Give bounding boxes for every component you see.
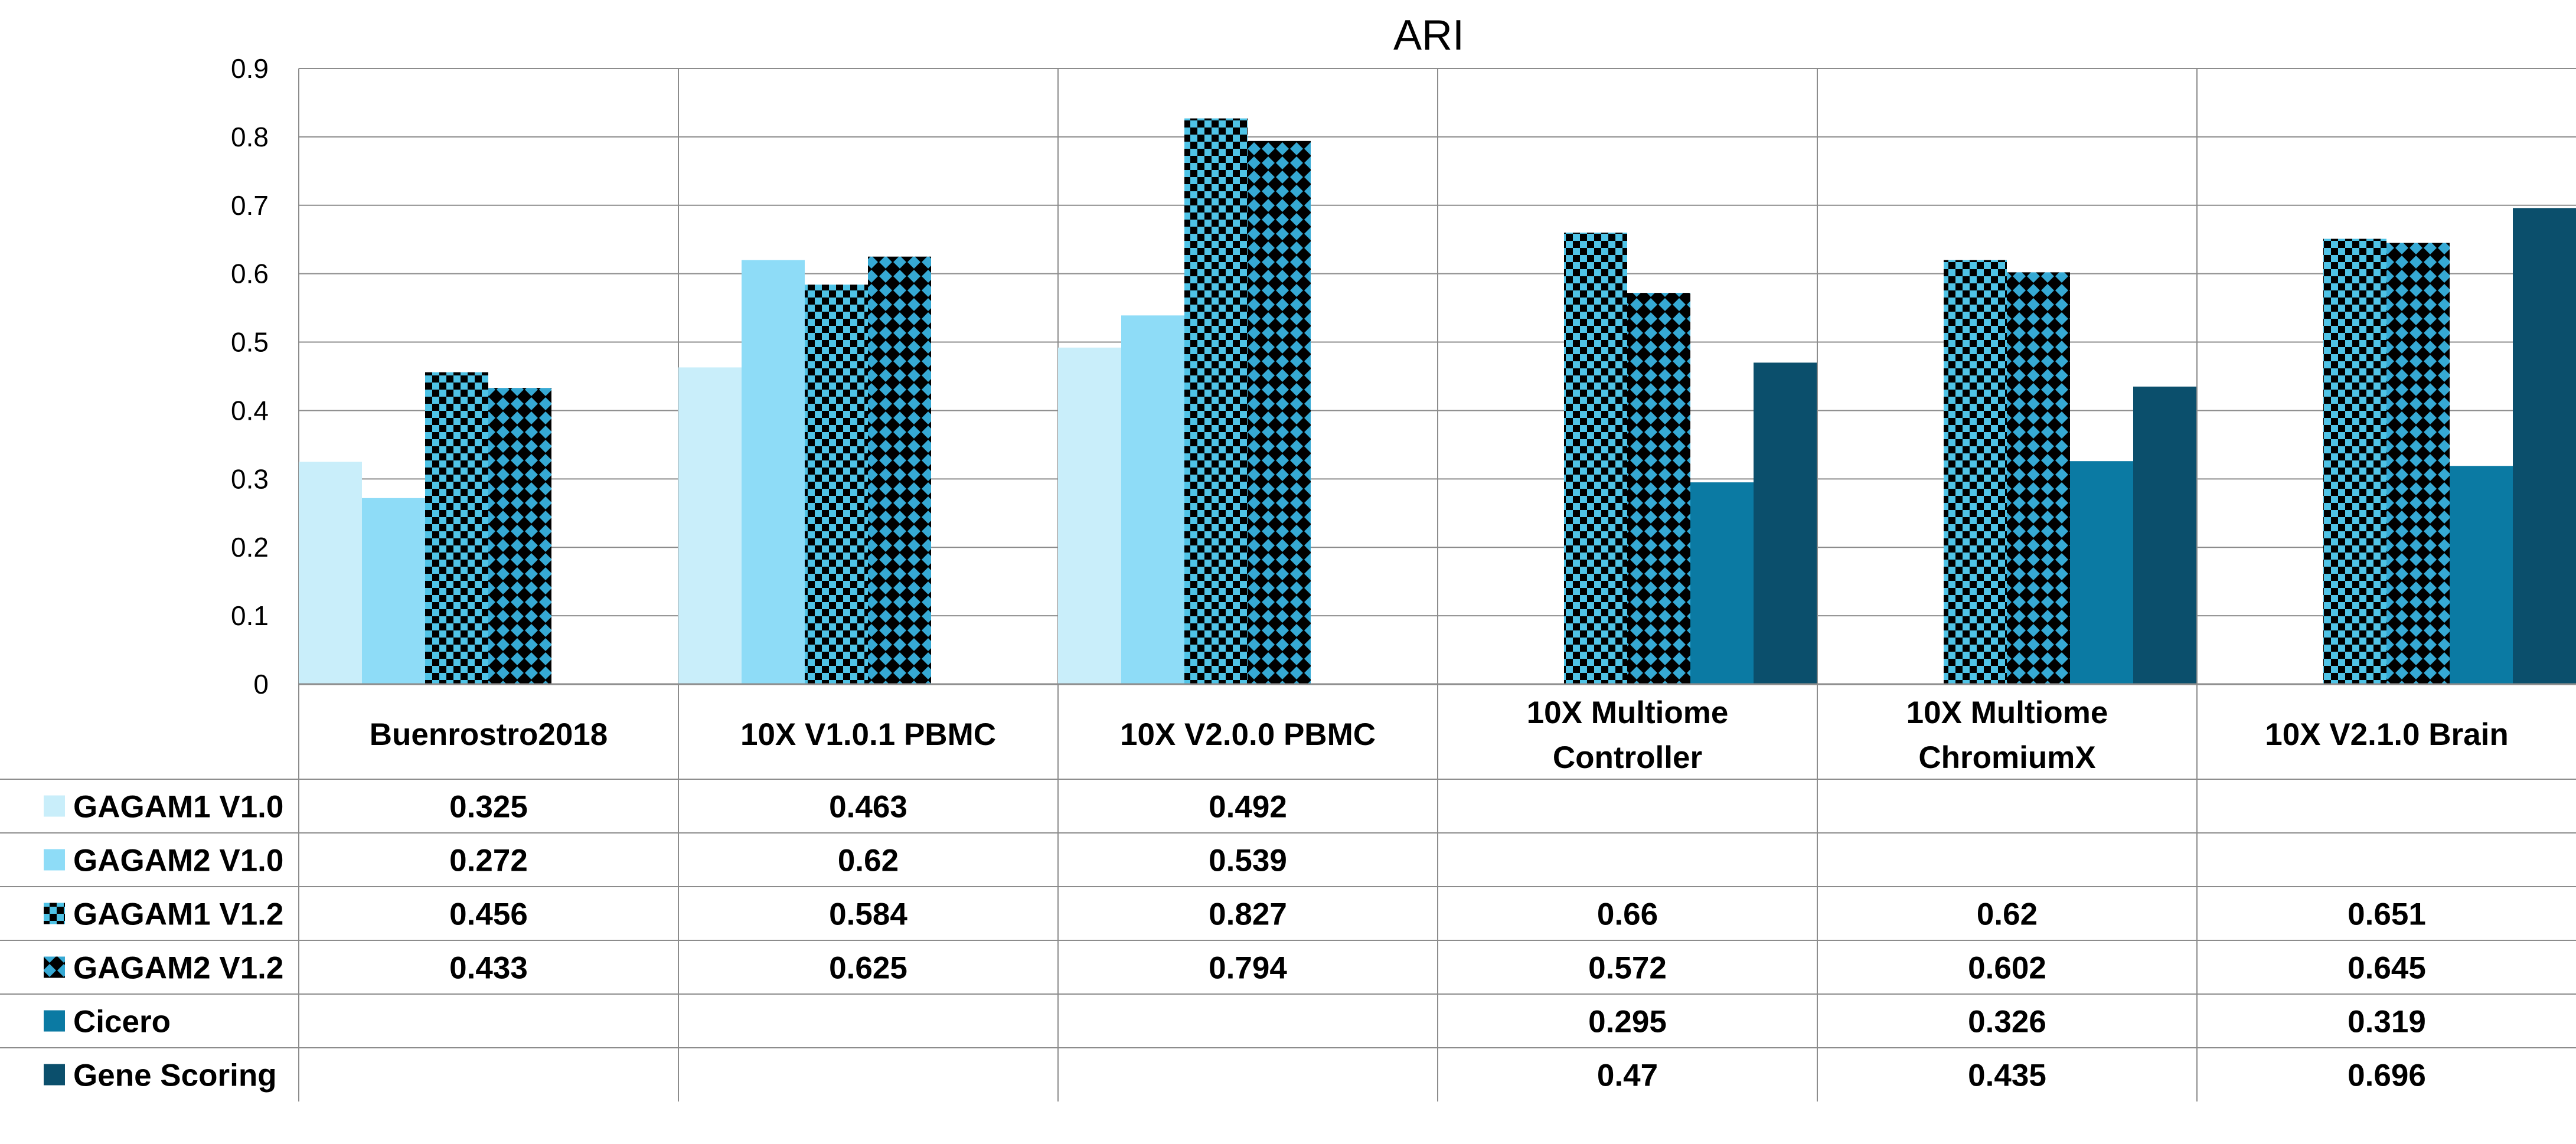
y-tick-label: 0.5 [231, 327, 269, 358]
y-tick-label: 0.8 [231, 122, 269, 152]
table-cell-value: 0.325 [449, 790, 528, 825]
table-cell-value: 0.62 [838, 844, 899, 878]
bar-gagam2-v1-0 [362, 498, 425, 684]
legend-key [44, 1010, 65, 1032]
table-cell-value: 0.435 [1968, 1058, 2046, 1093]
table-cell-value: 0.326 [1968, 1005, 2046, 1040]
bar-gagam2-v1-2 [1627, 293, 1690, 684]
bar-gene-scoring [2133, 386, 2196, 684]
bar-gagam2-v1-0 [742, 260, 805, 684]
bar-gagam2-v1-0 [1121, 315, 1184, 684]
legend-key [44, 956, 65, 978]
table-cell-value: 0.645 [2348, 951, 2426, 986]
bar-gagam1-v1-2 [1944, 260, 2007, 684]
table-cell-value: 0.696 [2348, 1058, 2426, 1093]
table-cell-value: 0.794 [1209, 951, 1287, 986]
legend-label: Gene Scoring [73, 1058, 277, 1093]
bar-gene-scoring [2513, 208, 2576, 684]
bar-gagam1-v1-0 [1058, 347, 1121, 684]
table-cell-value: 0.66 [1597, 897, 1658, 932]
bar-gagam2-v1-2 [868, 256, 931, 684]
category-label: 10X V2.0.0 PBMC [1120, 717, 1376, 752]
legend-label: GAGAM2 V1.0 [73, 844, 283, 878]
category-label: Buenrostro2018 [370, 717, 608, 752]
bar-gagam1-v1-2 [425, 372, 488, 684]
table-cell-value: 0.463 [829, 790, 907, 825]
y-tick-label: 0.7 [231, 190, 269, 221]
table-cell-value: 0.272 [449, 844, 528, 878]
bars [299, 118, 2576, 685]
bar-gagam1-v1-2 [805, 285, 868, 685]
bar-gagam1-v1-2 [1184, 118, 1248, 685]
chart-title: ARI [1393, 12, 1464, 59]
table-cell-value: 0.295 [1588, 1005, 1667, 1040]
y-tick-label: 0.6 [231, 259, 269, 289]
gridlines [298, 68, 2576, 1101]
legend-label: GAGAM1 V1.2 [73, 897, 283, 932]
y-tick-label: 0.3 [231, 463, 269, 494]
table-cell-value: 0.47 [1597, 1058, 1658, 1093]
y-tick-label: 0.1 [231, 600, 269, 631]
y-tick-label: 0.2 [231, 532, 269, 563]
table-cell-value: 0.62 [1977, 897, 2038, 932]
table-cell-value: 0.319 [2348, 1005, 2426, 1040]
y-tick-label: 0.4 [231, 395, 269, 426]
table-cell-value: 0.602 [1968, 951, 2046, 986]
table-cell-value: 0.584 [829, 897, 907, 932]
category-label: 10X Multiome [1527, 695, 1729, 730]
category-label: 10X V2.1.0 Brain [2265, 717, 2508, 752]
bar-gagam1-v1-0 [678, 367, 742, 684]
legend-label: GAGAM2 V1.2 [73, 951, 283, 986]
bar-gagam1-v1-2 [1564, 233, 1627, 685]
bar-cicero [2450, 466, 2513, 684]
legend-key [44, 1064, 65, 1086]
table-cell-value: 0.492 [1209, 790, 1287, 825]
bar-gagam2-v1-2 [1248, 140, 1311, 684]
y-tick-label: 0 [253, 669, 269, 700]
table-cell-value: 0.651 [2348, 897, 2426, 932]
legend-label: Cicero [73, 1005, 171, 1040]
table-cell-value: 0.433 [449, 951, 528, 986]
legend-key [44, 795, 65, 817]
table-cell-value: 0.625 [829, 951, 907, 986]
table-cell-value: 0.456 [449, 897, 528, 932]
bar-gagam1-v1-2 [2323, 238, 2386, 684]
bar-gagam2-v1-2 [488, 388, 551, 684]
bar-cicero [1690, 482, 1754, 684]
legend-key [44, 903, 65, 924]
bar-gagam2-v1-2 [2386, 243, 2450, 684]
y-tick-label: 0.9 [231, 53, 269, 84]
legend-label: GAGAM1 V1.0 [73, 790, 283, 825]
legend-key [44, 849, 65, 871]
category-label: 10X V1.0.1 PBMC [740, 717, 996, 752]
table-cell-value: 0.827 [1209, 897, 1287, 932]
category-label: ChromiumX [1918, 740, 2095, 775]
bar-gagam1-v1-0 [299, 462, 362, 684]
table-cell-value: 0.539 [1209, 844, 1287, 878]
category-label: 10X Multiome [1906, 695, 2108, 730]
axis: 0 0.1 0.2 0.3 0.4 0.5 0.6 0.7 0.8 0.9 [231, 53, 2576, 700]
bar-gene-scoring [1754, 362, 1817, 684]
bar-gagam2-v1-2 [2007, 272, 2070, 684]
data-table: Buenrostro2018 10X V1.0.1 PBMC 10X V2.0.0 … [0, 695, 2576, 1093]
bar-cicero [2070, 461, 2133, 684]
category-label: Controller [1553, 740, 1702, 775]
table-cell-value: 0.572 [1588, 951, 1667, 986]
